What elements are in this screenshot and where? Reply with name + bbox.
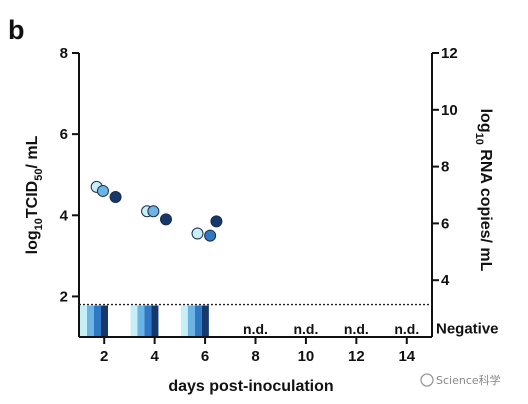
rna-bar-stripe [130, 305, 138, 336]
watermark-text: Science科学 [436, 373, 501, 387]
data-point [210, 215, 223, 228]
y-right-tick-label: 4 [441, 272, 450, 289]
watermark: Science科学 [420, 373, 501, 387]
y-right-axis-title: log10 RNA copies/ mL [473, 109, 494, 272]
x-tick-label: 8 [251, 348, 259, 365]
rna-bar-stripe [101, 305, 108, 336]
y-right-title-part2: RNA copies/ mL [477, 145, 494, 272]
y-right-tick-label: 10 [441, 102, 458, 119]
y-left-axis-title: log10TCID50/ mL [24, 135, 45, 254]
y-left-title-part3: / mL [24, 135, 41, 168]
nd-label: n.d. [293, 321, 318, 337]
rna-bar-stripe [137, 305, 145, 336]
x-tick-label: 10 [298, 348, 315, 365]
data-point [147, 205, 160, 218]
y-right-tick-label: 6 [441, 215, 449, 232]
rna-bar-stripe [151, 305, 159, 336]
rna-bar-stripe [94, 305, 101, 336]
rna-bar-stripe [87, 305, 94, 336]
data-point [204, 229, 217, 242]
y-left-tick-label: 6 [60, 126, 68, 143]
x-tick-label: 6 [201, 348, 209, 365]
nd-label: n.d. [394, 321, 419, 337]
data-point [191, 227, 204, 240]
y-right-tick-label: 12 [441, 45, 458, 62]
data-point [96, 184, 109, 197]
y-right-title-sub: 10 [473, 133, 485, 145]
y-left-title-sub1: 10 [33, 218, 45, 230]
x-tick-label: 2 [100, 348, 108, 365]
data-point [109, 191, 122, 204]
x-tick-label: 12 [348, 348, 365, 365]
panel-label: b [8, 15, 25, 45]
nd-label: n.d. [344, 321, 369, 337]
y-right-title-part1: log [477, 109, 494, 133]
rna-bar-stripe [187, 305, 195, 336]
wechat-icon [420, 373, 434, 387]
rna-bar-stripe [80, 305, 87, 336]
rna-bar-stripe [180, 305, 188, 336]
y-left-tick-label: 8 [60, 45, 68, 62]
y-right-negative-label: Negative [436, 320, 499, 337]
y-left-title-part1: log [24, 230, 41, 254]
y-left-tick-label: 4 [60, 207, 69, 224]
y-left-title-part2: TCID [24, 181, 41, 218]
rna-bar-stripe [201, 305, 209, 336]
x-tick-label: 14 [398, 348, 415, 365]
y-left-title-sub2: 50 [33, 169, 45, 181]
plot-area: 2 4 6 8 4 6 8 10 12 Negative 2 4 6 8 10 12 14 n.d. n.d. n.d… [60, 45, 499, 365]
y-left-tick-label: 2 [60, 288, 68, 305]
nd-label: n.d. [243, 321, 268, 337]
x-tick-label: 4 [150, 348, 159, 365]
rna-bar-stripe [194, 305, 202, 336]
rna-bar-stripe [144, 305, 152, 336]
y-right-tick-label: 8 [441, 159, 449, 176]
data-point [159, 213, 172, 226]
x-axis-title: days post-inoculation [168, 378, 333, 395]
